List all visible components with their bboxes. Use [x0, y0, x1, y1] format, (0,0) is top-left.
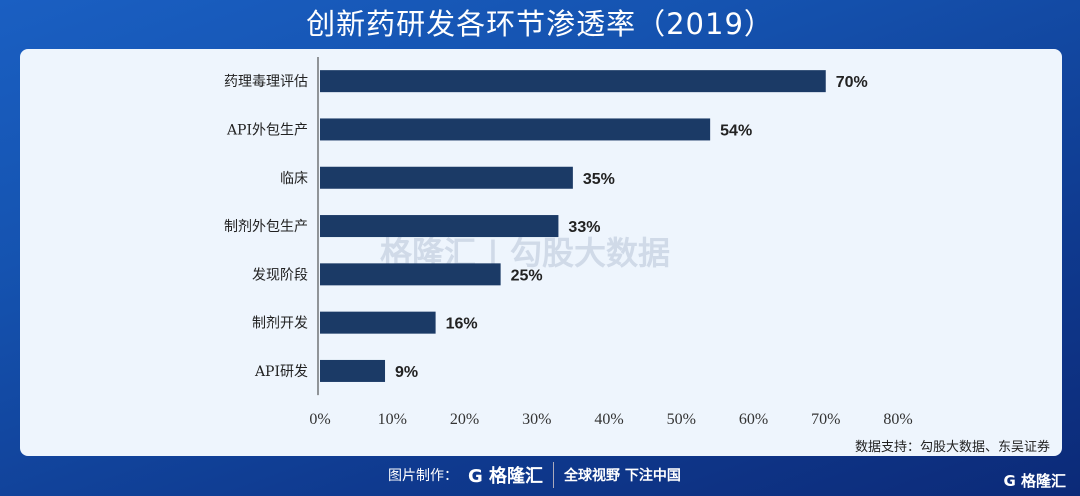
- bar: [320, 263, 501, 286]
- bar: [320, 118, 711, 141]
- corner-logo: G 格隆汇: [1003, 472, 1066, 490]
- x-tick-label: 80%: [883, 411, 912, 428]
- gelonghui-logo: G 格隆汇: [468, 466, 544, 487]
- value-label: 35%: [583, 171, 615, 188]
- slogan: 全球视野 下注中国: [564, 468, 681, 484]
- value-label: 33%: [568, 219, 600, 236]
- value-label: 16%: [446, 316, 478, 333]
- bar: [320, 311, 436, 334]
- category-label: 发现阶段: [252, 267, 308, 283]
- value-label: 25%: [511, 267, 543, 284]
- chart-title: 创新药研发各环节渗透率（2019）: [306, 7, 774, 41]
- x-tick-label: 20%: [450, 411, 479, 428]
- category-label: 临床: [280, 171, 308, 187]
- made-by-label: 图片制作：: [388, 468, 458, 484]
- x-tick-label: 70%: [811, 411, 840, 428]
- x-tick-label: 40%: [594, 411, 623, 428]
- bar: [320, 70, 826, 93]
- bar: [320, 359, 386, 382]
- source-note: 数据支持：勾股大数据、东吴证券: [854, 440, 1050, 455]
- x-tick-label: 60%: [739, 411, 768, 428]
- value-label: 70%: [836, 74, 868, 91]
- category-label: 制剂外包生产: [224, 219, 308, 235]
- x-tick-label: 30%: [522, 411, 551, 428]
- value-label: 9%: [395, 364, 418, 381]
- category-label: 制剂开发: [252, 316, 308, 332]
- category-label: API外包生产: [226, 122, 308, 138]
- chart-panel: [20, 49, 1062, 456]
- category-label: 药理毒理评估: [224, 74, 308, 90]
- bar: [320, 215, 559, 238]
- value-label: 54%: [720, 122, 752, 139]
- category-label: API研发: [254, 364, 308, 380]
- divider: [553, 462, 555, 488]
- footer: 图片制作： G 格隆汇 全球视野 下注中国: [388, 462, 681, 488]
- x-tick-label: 10%: [378, 411, 407, 428]
- x-tick-label: 50%: [667, 411, 696, 428]
- bar: [320, 166, 573, 189]
- x-tick-label: 0%: [309, 411, 330, 428]
